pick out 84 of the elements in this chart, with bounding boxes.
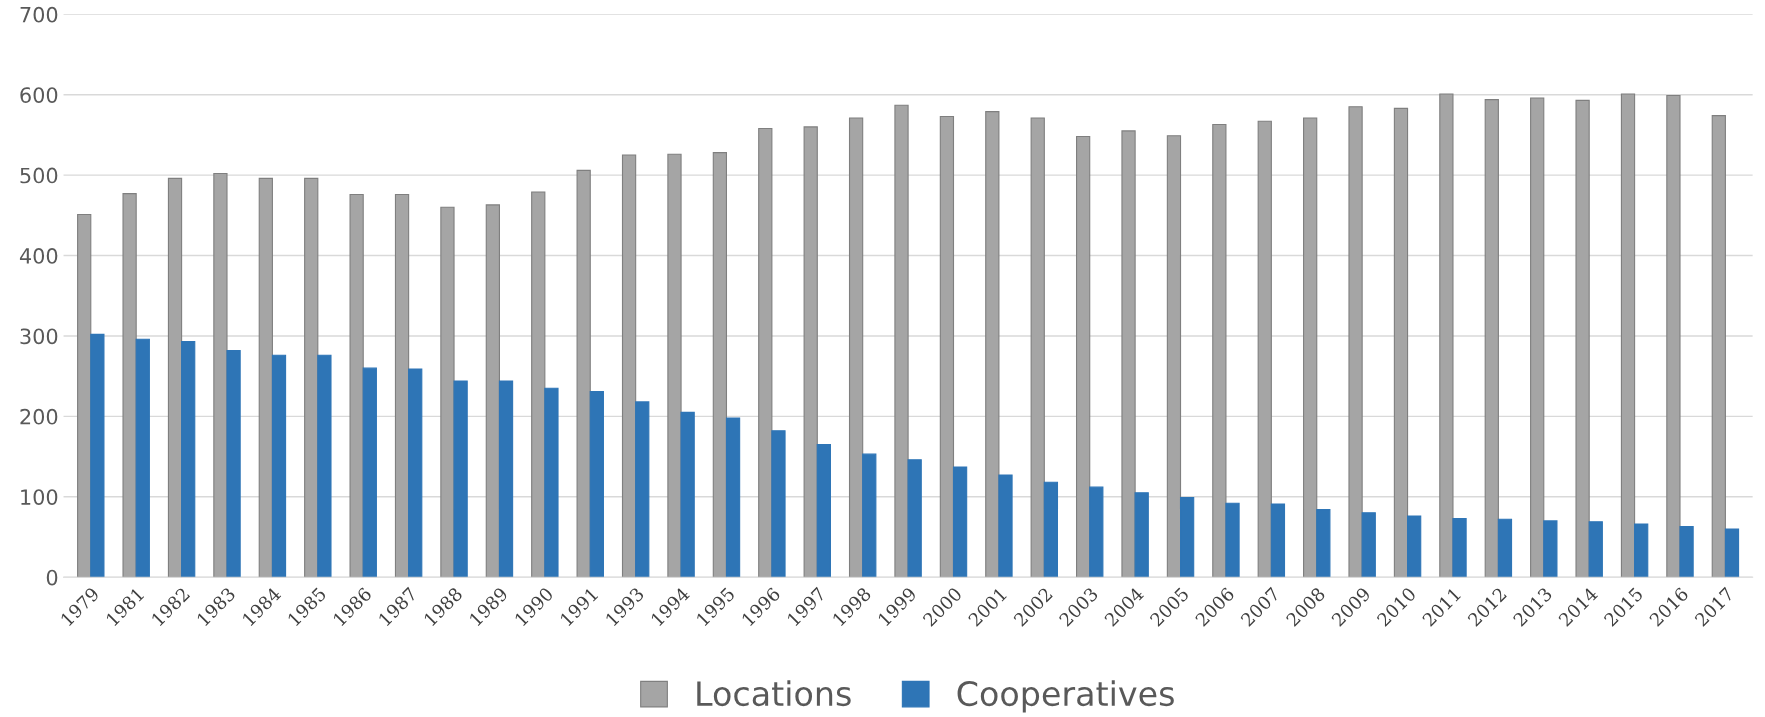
bar (1089, 486, 1104, 578)
bar (362, 367, 377, 578)
bar (952, 466, 968, 578)
bar (1393, 107, 1409, 578)
bar (485, 204, 500, 578)
bar (453, 380, 468, 578)
y-tick-label: 100 (21, 489, 58, 505)
bar (1316, 509, 1331, 578)
bar (408, 368, 423, 578)
bar (258, 177, 273, 578)
bar (939, 115, 955, 578)
bar (1270, 503, 1286, 578)
bar (712, 152, 728, 578)
bar (167, 177, 183, 578)
bar (90, 333, 105, 578)
bar (122, 193, 137, 578)
bar (498, 380, 514, 578)
bar (1212, 123, 1227, 578)
bar (440, 206, 455, 578)
bar (1543, 520, 1558, 578)
legend-label: Locations (697, 680, 851, 707)
bar (894, 104, 909, 578)
bar (394, 193, 410, 578)
bar (544, 387, 559, 578)
bar (1666, 94, 1681, 578)
bar (998, 474, 1013, 578)
bar (621, 154, 637, 578)
bar (531, 191, 546, 578)
bar (77, 213, 92, 578)
y-tick-label: 400 (19, 248, 58, 264)
bar (1530, 97, 1545, 578)
bar (349, 193, 364, 578)
bar (680, 411, 695, 578)
bar (667, 153, 682, 578)
bar (317, 354, 332, 578)
bar (1575, 99, 1590, 578)
bar (848, 117, 864, 578)
bar (1620, 93, 1636, 578)
bar (181, 341, 196, 578)
bar (1075, 136, 1091, 578)
bar (1497, 518, 1513, 578)
bar (1121, 130, 1136, 578)
bar (1043, 481, 1059, 578)
bar (1484, 99, 1499, 578)
bar (1030, 117, 1045, 578)
bar (803, 126, 818, 578)
bar (635, 401, 650, 578)
legend-label: Cooperatives (957, 680, 1174, 713)
bar (1724, 528, 1740, 578)
bar (1711, 115, 1726, 578)
y-tick-label: 200 (20, 408, 58, 425)
bar (1439, 93, 1454, 578)
bar (213, 172, 228, 578)
bar (1679, 525, 1694, 578)
bar (1303, 117, 1318, 578)
bar (1452, 517, 1467, 578)
y-tick-label: 700 (20, 6, 58, 23)
bar (1257, 120, 1272, 578)
bar (771, 430, 786, 578)
bar (1134, 492, 1149, 578)
bar (816, 443, 832, 578)
bar (1634, 523, 1649, 578)
y-tick-label: 600 (20, 87, 58, 103)
bar (271, 354, 287, 578)
bar (1361, 512, 1376, 578)
bar (589, 390, 604, 578)
bar (862, 453, 877, 578)
bar (985, 111, 1000, 578)
bar (304, 177, 319, 578)
bar (1348, 106, 1363, 578)
bar (758, 127, 773, 578)
bar (576, 169, 591, 578)
bar (226, 349, 241, 578)
y-tick-label: 500 (20, 167, 58, 184)
bar (1166, 135, 1182, 578)
bar (135, 338, 150, 578)
bar (1225, 502, 1240, 578)
bar (725, 417, 741, 578)
bar (1588, 521, 1603, 578)
bar (1407, 515, 1422, 578)
y-tick-label: 0 (46, 569, 58, 586)
bar (907, 459, 922, 578)
y-tick-label: 300 (20, 328, 58, 345)
bar (1179, 497, 1195, 578)
